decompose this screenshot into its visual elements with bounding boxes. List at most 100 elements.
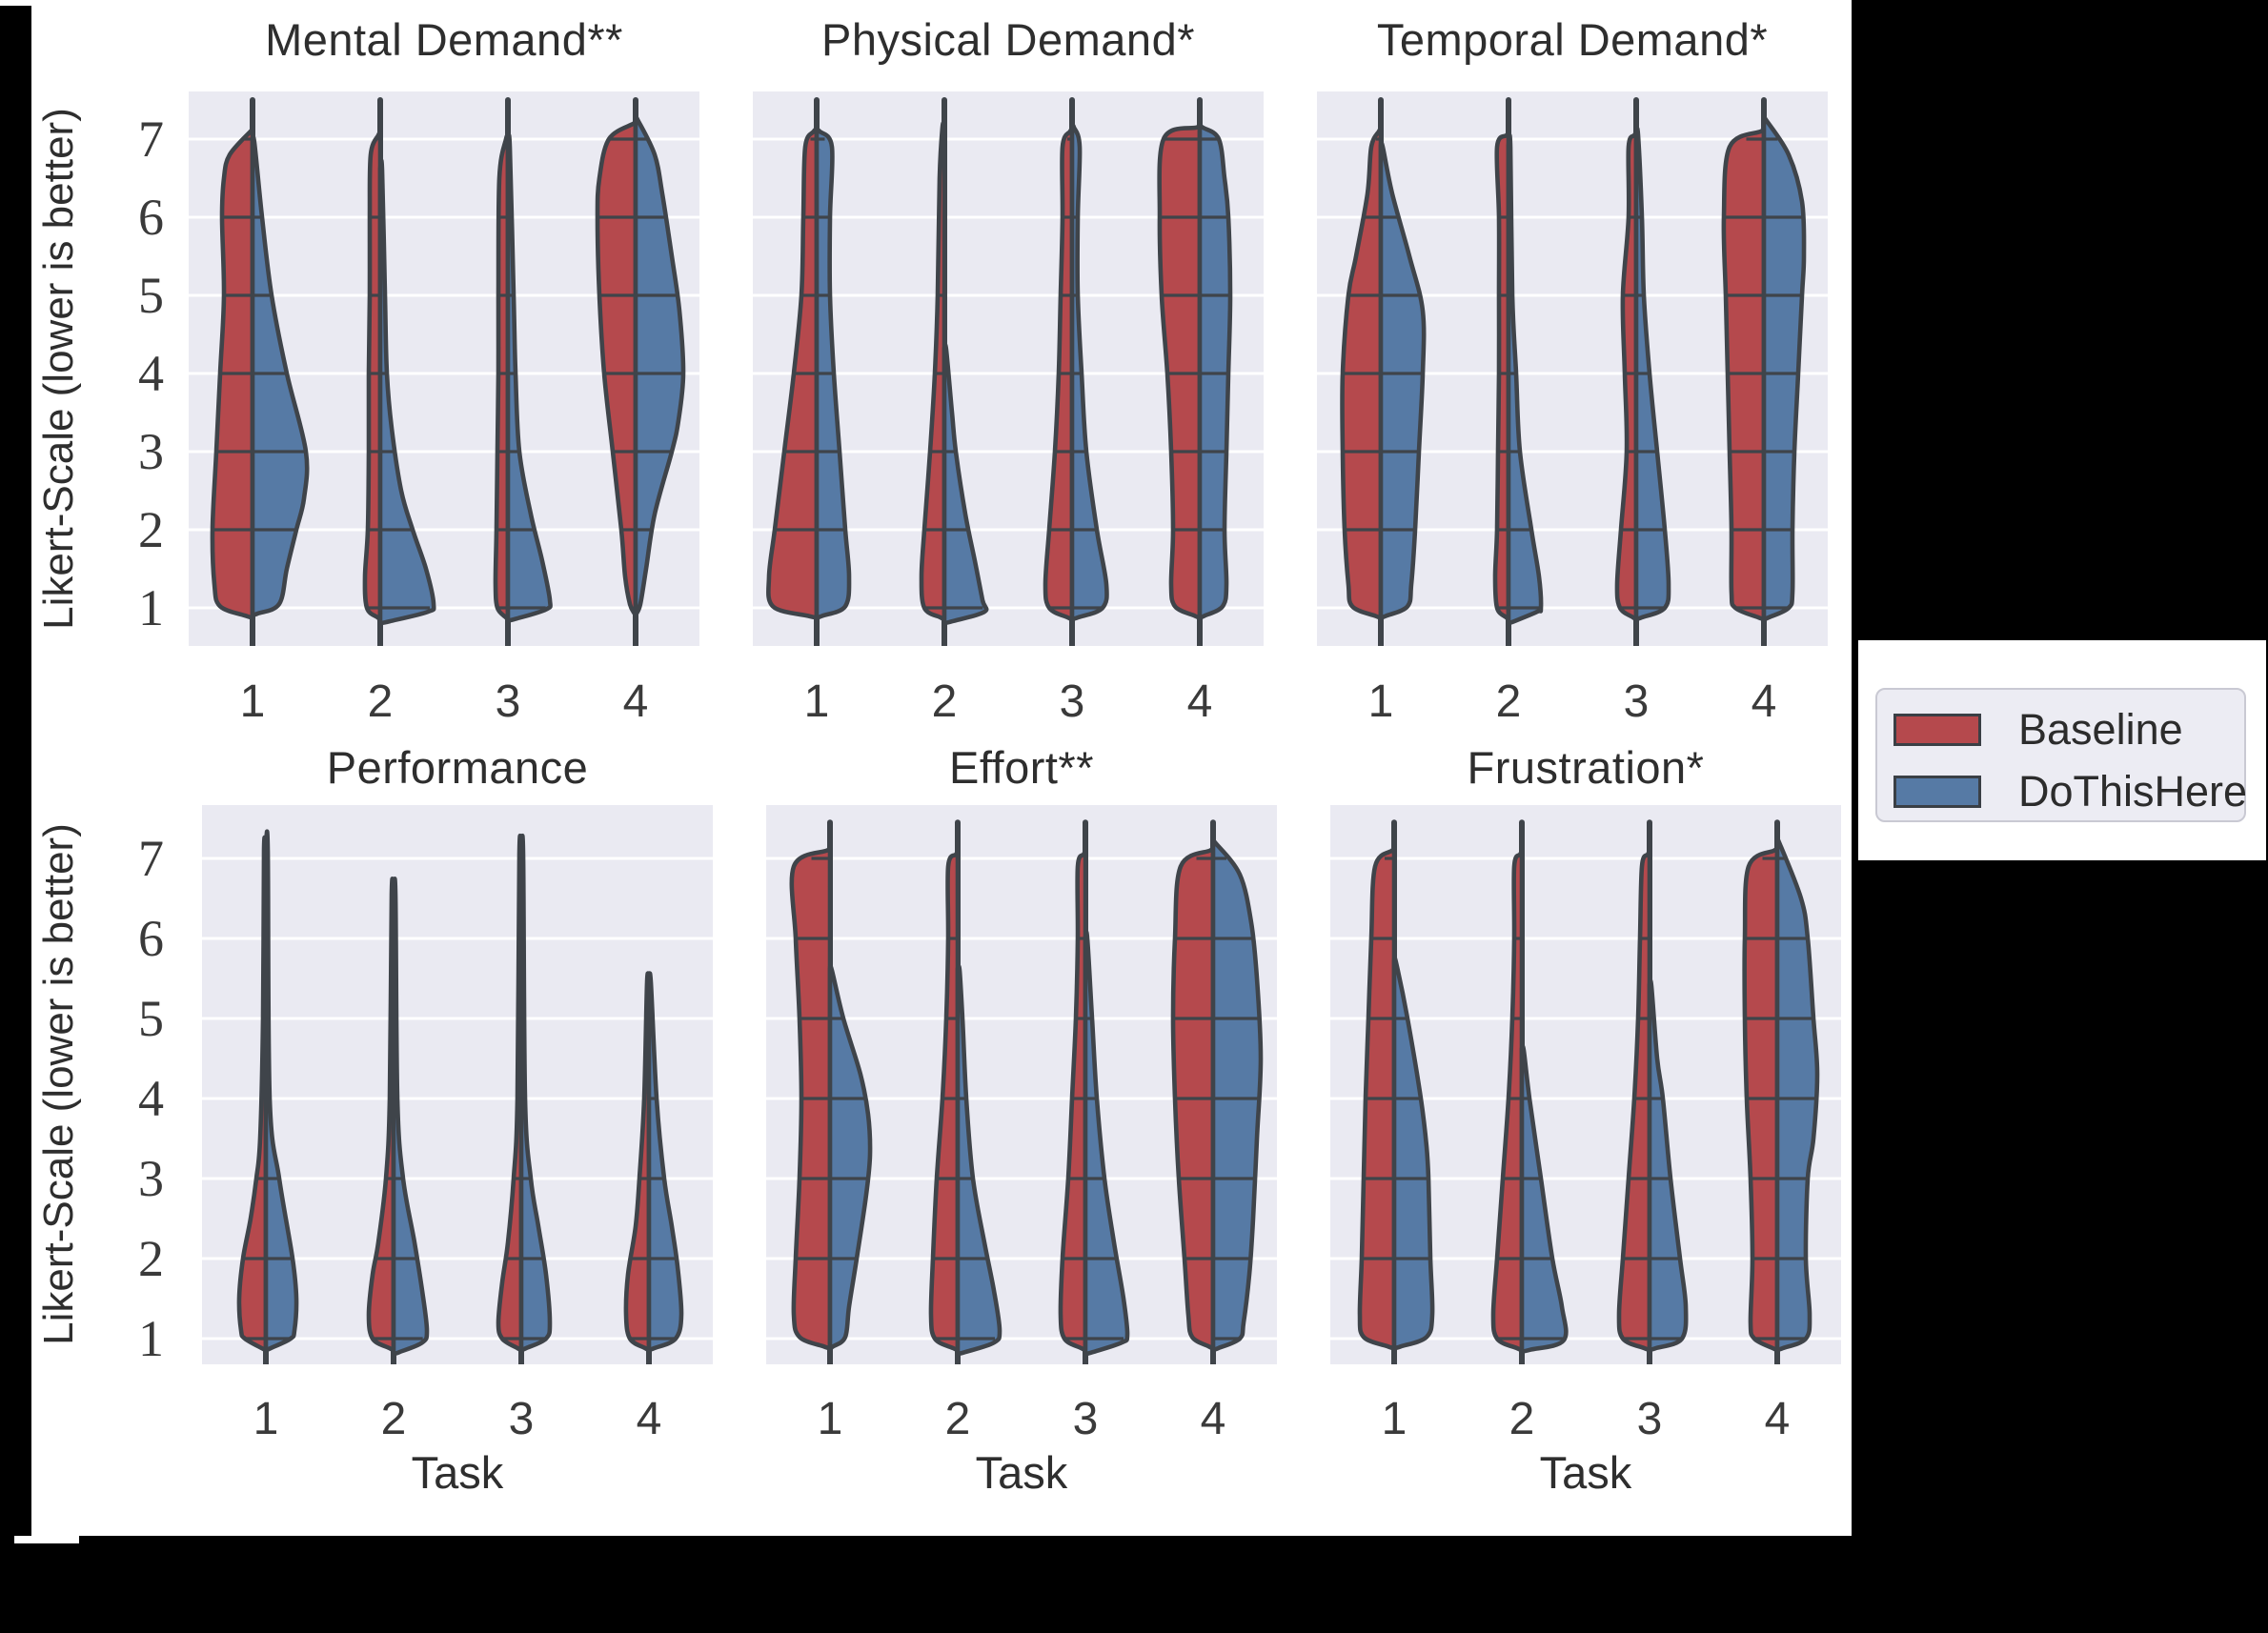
violin-outline-baseline-task3 <box>1616 850 1652 1353</box>
y-tick-label: 7 <box>138 111 164 168</box>
violin-fill-dothishere-task4 <box>635 116 684 615</box>
x-tick-label: 2 <box>1495 676 1522 727</box>
page-artifact-top <box>0 0 74 6</box>
y-tick-label: 4 <box>138 1070 164 1127</box>
violin-fill-dothishere-task3 <box>508 135 551 621</box>
violin-outline-dothishere-task4 <box>1774 835 1820 1353</box>
x-tick-label: 2 <box>944 1394 971 1444</box>
legend-label-dothishere: DoThisHere <box>2018 767 2248 816</box>
violin-outline-baseline-task3 <box>496 834 524 1353</box>
x-axis-label: Task <box>411 1447 504 1498</box>
x-tick-label: 1 <box>1381 1394 1407 1444</box>
y-axis-label-bottom: Likert-Scale (lower is better) <box>35 823 82 1345</box>
violin-panel-physical-demand <box>753 91 1264 646</box>
violin-fill-dothishere-task4 <box>1212 839 1261 1350</box>
violin-outline-baseline-task1 <box>1340 127 1384 620</box>
panel-title: Physical Demand* <box>820 14 1195 65</box>
violin-fill-dothishere-task4 <box>1776 837 1817 1350</box>
x-tick-label: 3 <box>1623 676 1650 727</box>
violin-outline-dothishere-task2 <box>955 963 1002 1357</box>
y-tick-label: 3 <box>138 423 164 480</box>
panel-title: Performance <box>326 742 589 793</box>
x-axis-label: Task <box>1539 1447 1632 1498</box>
y-tick-label: 2 <box>138 1230 164 1287</box>
violin-outline-dothishere-task1 <box>1391 955 1435 1351</box>
violin-outline-dothishere-task4 <box>633 113 686 618</box>
violin-outline-dothishere-task1 <box>827 963 873 1351</box>
violin-outline-baseline-task2 <box>366 877 396 1353</box>
legend-entry-dothishere: DoThisHere <box>1877 765 2248 818</box>
violin-fill-dothishere-task4 <box>649 973 682 1350</box>
violin-outline-dothishere-task2 <box>1519 1043 1569 1354</box>
y-tick-label: 3 <box>138 1150 164 1207</box>
x-tick-label: 2 <box>1509 1394 1535 1444</box>
violin-panel-frustration <box>1330 805 1841 1364</box>
violin-outline-dothishere-task3 <box>505 132 553 623</box>
violin-fill-dothishere-task3 <box>1072 125 1107 620</box>
violin-outline-dothishere-task3 <box>1633 126 1671 622</box>
x-tick-label: 4 <box>622 676 649 727</box>
x-tick-label: 4 <box>1200 1394 1226 1444</box>
violin-outline-baseline-task4 <box>1157 123 1203 620</box>
legend-swatch-dothishere <box>1893 776 1981 808</box>
y-tick-label: 5 <box>138 990 164 1047</box>
violin-outline-baseline-task1 <box>789 846 833 1351</box>
violin-outline-dothishere-task1 <box>263 829 299 1353</box>
violin-outline-dothishere-task1 <box>250 134 310 618</box>
x-tick-label: 3 <box>508 1394 535 1444</box>
violin-fill-dothishere-task3 <box>1085 932 1128 1355</box>
violin-outline-baseline-task1 <box>210 126 255 620</box>
violin-outline-dothishere-task2 <box>1506 132 1544 626</box>
legend-panel: Baseline DoThisHere <box>1858 640 2266 860</box>
violin-outline-dothishere-task2 <box>391 877 430 1357</box>
violin-fill-dothishere-task2 <box>944 344 987 624</box>
x-tick-label: 4 <box>1186 676 1213 727</box>
violin-outline-dothishere-task3 <box>1647 978 1689 1353</box>
violin-outline-baseline-task1 <box>236 835 269 1353</box>
x-tick-label: 3 <box>1059 676 1085 727</box>
x-tick-label: 1 <box>803 676 830 727</box>
violin-outline-dothishere-task3 <box>518 834 553 1353</box>
violin-outline-dothishere-task4 <box>1761 113 1807 622</box>
violin-fill-dothishere-task1 <box>266 831 297 1350</box>
panel-title: Effort** <box>948 742 1095 793</box>
y-tick-label: 2 <box>138 501 164 558</box>
violin-fill-dothishere-task1 <box>1394 958 1433 1349</box>
violin-outline-dothishere-task2 <box>942 342 989 626</box>
y-axis-label-top: Likert-Scale (lower is better) <box>35 108 82 630</box>
legend-entry-baseline: Baseline <box>1877 703 2244 756</box>
violin-outline-baseline-task1 <box>1357 846 1397 1351</box>
violin-fill-dothishere-task2 <box>394 878 427 1355</box>
x-tick-label: 4 <box>1764 1394 1791 1444</box>
x-tick-label: 3 <box>1072 1394 1099 1444</box>
violin-fill-baseline-task2 <box>369 878 394 1350</box>
violin-fill-baseline-task4 <box>1159 125 1201 618</box>
violin-outline-dothishere-task4 <box>1210 837 1264 1353</box>
violin-fill-dothishere-task3 <box>521 836 551 1350</box>
violin-panel-mental-demand <box>189 91 699 646</box>
x-tick-label: 2 <box>367 676 394 727</box>
violin-fill-dothishere-task4 <box>1763 116 1805 620</box>
violin-outline-dothishere-task1 <box>814 127 852 620</box>
violin-fill-dothishere-task4 <box>1200 125 1230 618</box>
violin-outline-baseline-task4 <box>1170 846 1216 1351</box>
y-tick-label: 1 <box>138 579 164 636</box>
x-tick-label: 1 <box>239 676 266 727</box>
x-tick-label: 4 <box>1751 676 1777 727</box>
legend-label-baseline: Baseline <box>2018 705 2183 754</box>
violin-outline-baseline-task2 <box>919 120 947 622</box>
x-tick-label: 3 <box>495 676 521 727</box>
violin-outline-baseline-task2 <box>1492 131 1511 622</box>
x-tick-label: 2 <box>380 1394 407 1444</box>
violin-outline-baseline-task1 <box>766 127 820 620</box>
x-tick-label: 3 <box>1636 1394 1663 1444</box>
violin-fill-dothishere-task1 <box>1381 142 1425 618</box>
y-tick-label: 1 <box>138 1310 164 1367</box>
violin-outline-dothishere-task4 <box>646 971 684 1353</box>
violin-outline-baseline-task2 <box>362 131 383 622</box>
panel-title: Mental Demand** <box>265 14 623 65</box>
violin-outline-baseline-task2 <box>928 850 961 1353</box>
violin-outline-baseline-task4 <box>623 971 652 1353</box>
violin-outline-dothishere-task3 <box>1083 929 1130 1357</box>
violin-outline-baseline-task3 <box>493 132 511 622</box>
